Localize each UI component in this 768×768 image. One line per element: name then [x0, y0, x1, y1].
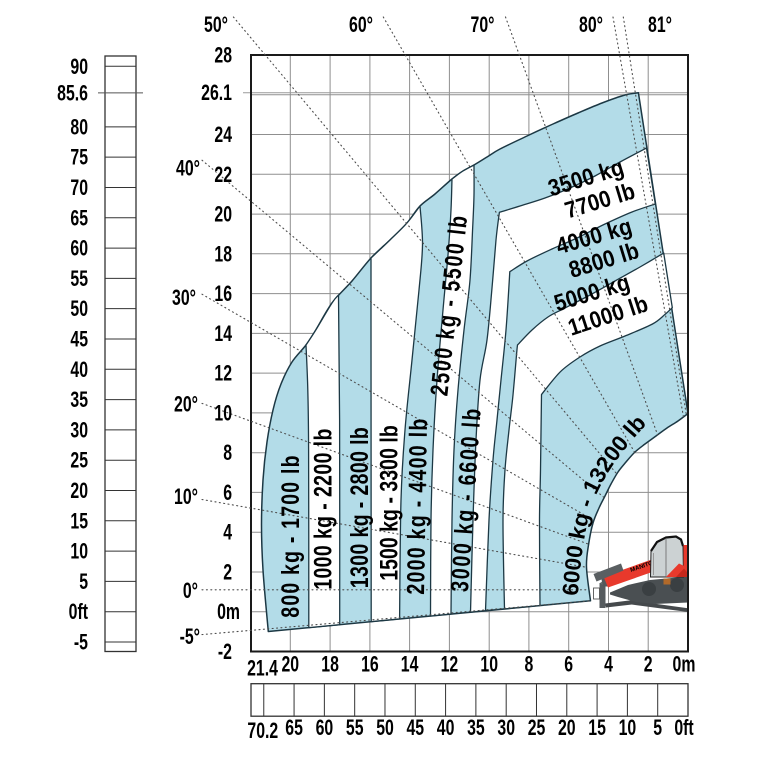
svg-text:10: 10	[70, 540, 88, 564]
svg-text:50°: 50°	[204, 14, 228, 38]
svg-text:26.1: 26.1	[201, 82, 232, 106]
svg-text:40: 40	[437, 717, 455, 741]
svg-text:21.4: 21.4	[247, 657, 278, 681]
svg-text:80: 80	[70, 116, 88, 140]
svg-text:35: 35	[467, 717, 485, 741]
svg-text:0m: 0m	[217, 601, 240, 625]
svg-text:81°: 81°	[648, 14, 672, 38]
svg-text:50: 50	[70, 298, 88, 322]
svg-text:70.2: 70.2	[247, 720, 278, 744]
svg-text:10: 10	[480, 653, 498, 677]
svg-text:20: 20	[281, 653, 299, 677]
svg-text:4: 4	[223, 521, 232, 545]
svg-text:1000 kg - 2200 lb: 1000 kg - 2200 lb	[309, 428, 337, 590]
svg-text:55: 55	[70, 268, 88, 292]
svg-text:14: 14	[401, 653, 419, 677]
svg-text:30°: 30°	[172, 287, 196, 311]
svg-text:10: 10	[214, 402, 232, 426]
svg-text:0ft: 0ft	[69, 601, 89, 625]
svg-text:28: 28	[214, 44, 232, 68]
svg-text:10: 10	[619, 717, 637, 741]
svg-text:24: 24	[214, 124, 232, 148]
svg-text:40°: 40°	[176, 157, 200, 181]
svg-text:6: 6	[564, 653, 573, 677]
svg-text:40: 40	[70, 358, 88, 382]
svg-text:10°: 10°	[174, 486, 198, 510]
svg-text:18: 18	[321, 653, 339, 677]
svg-text:22: 22	[214, 163, 232, 187]
svg-text:55: 55	[346, 717, 364, 741]
svg-text:20°: 20°	[174, 393, 198, 417]
svg-text:2: 2	[644, 653, 653, 677]
svg-text:15: 15	[70, 510, 88, 534]
svg-text:30: 30	[497, 717, 515, 741]
svg-text:8: 8	[223, 442, 232, 466]
svg-text:20: 20	[70, 480, 88, 504]
svg-text:4: 4	[604, 653, 613, 677]
svg-text:5: 5	[653, 717, 662, 741]
svg-text:15: 15	[588, 717, 606, 741]
svg-text:90: 90	[70, 55, 88, 79]
svg-text:70°: 70°	[471, 14, 495, 38]
svg-text:30: 30	[70, 419, 88, 443]
svg-text:1500 kg - 3300 lb: 1500 kg - 3300 lb	[375, 425, 403, 581]
svg-text:2: 2	[223, 561, 232, 585]
svg-text:65: 65	[70, 207, 88, 231]
svg-text:-5: -5	[74, 631, 88, 655]
svg-text:8: 8	[524, 653, 533, 677]
svg-text:60: 60	[70, 237, 88, 261]
svg-text:-5°: -5°	[180, 626, 200, 650]
svg-text:12: 12	[214, 362, 232, 386]
svg-text:45: 45	[70, 328, 88, 352]
svg-text:14: 14	[214, 322, 232, 346]
svg-text:80°: 80°	[579, 14, 603, 38]
svg-text:6: 6	[223, 482, 232, 506]
svg-text:60: 60	[316, 717, 334, 741]
svg-text:12: 12	[441, 653, 459, 677]
svg-text:800 kg - 1700 lb: 800 kg - 1700 lb	[277, 454, 305, 617]
svg-text:20: 20	[214, 203, 232, 227]
svg-text:45: 45	[406, 717, 424, 741]
svg-text:0m: 0m	[673, 653, 696, 677]
svg-text:70: 70	[70, 177, 88, 201]
svg-text:18: 18	[214, 243, 232, 267]
svg-text:16: 16	[214, 283, 232, 307]
svg-text:60°: 60°	[349, 14, 373, 38]
svg-text:35: 35	[70, 389, 88, 413]
svg-text:65: 65	[285, 717, 303, 741]
svg-text:16: 16	[361, 653, 379, 677]
svg-text:50: 50	[376, 717, 394, 741]
svg-text:1300 kg - 2800 lb: 1300 kg - 2800 lb	[346, 427, 374, 588]
svg-text:0ft: 0ft	[674, 717, 694, 741]
svg-text:75: 75	[70, 146, 88, 170]
svg-text:-2: -2	[218, 641, 232, 665]
svg-text:25: 25	[70, 449, 88, 473]
svg-text:20: 20	[558, 717, 576, 741]
svg-text:85.6: 85.6	[57, 82, 88, 106]
svg-text:2000 kg - 4400 lb: 2000 kg - 4400 lb	[402, 417, 433, 595]
svg-text:5: 5	[79, 571, 88, 595]
svg-text:25: 25	[528, 717, 546, 741]
svg-text:0°: 0°	[183, 580, 198, 604]
